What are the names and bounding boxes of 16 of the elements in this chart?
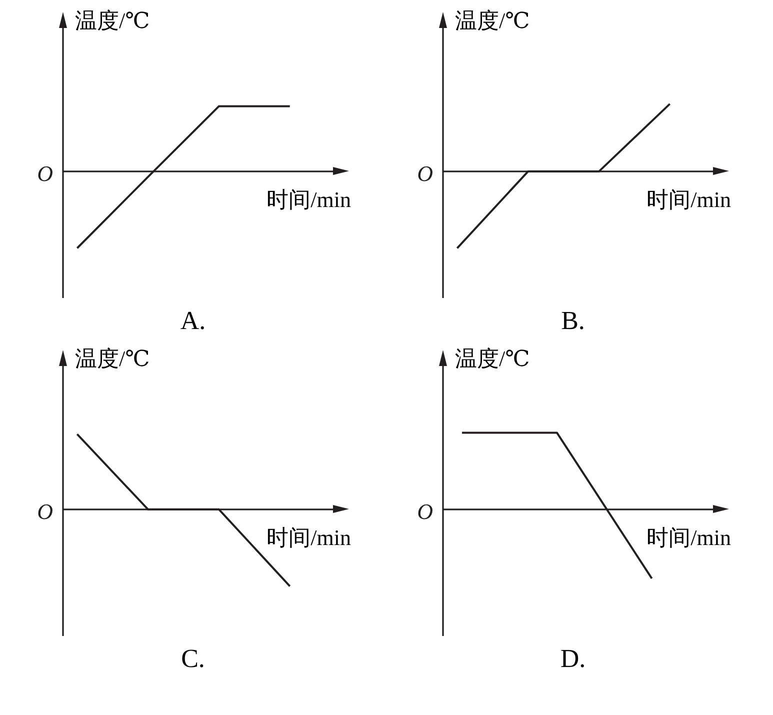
y-axis-title: 温度/℃ [75,346,150,372]
y-axis-title: 温度/℃ [75,8,150,34]
text: O [37,499,54,524]
x-axis-title: 时间/min [646,187,731,214]
text: O [417,499,434,524]
x-axis-title: 时间/min [266,525,351,552]
x-axis-title: 时间/min [266,187,351,214]
text: C. [181,644,205,674]
x-axis-title: 时间/min [646,525,731,552]
y-axis-title: 温度/℃ [455,346,530,372]
text: D. [560,644,586,674]
y-axis-title: 温度/℃ [455,8,530,34]
text: A. [180,306,206,336]
text: O [37,161,54,186]
text: O [417,161,434,186]
text: B. [561,306,585,336]
